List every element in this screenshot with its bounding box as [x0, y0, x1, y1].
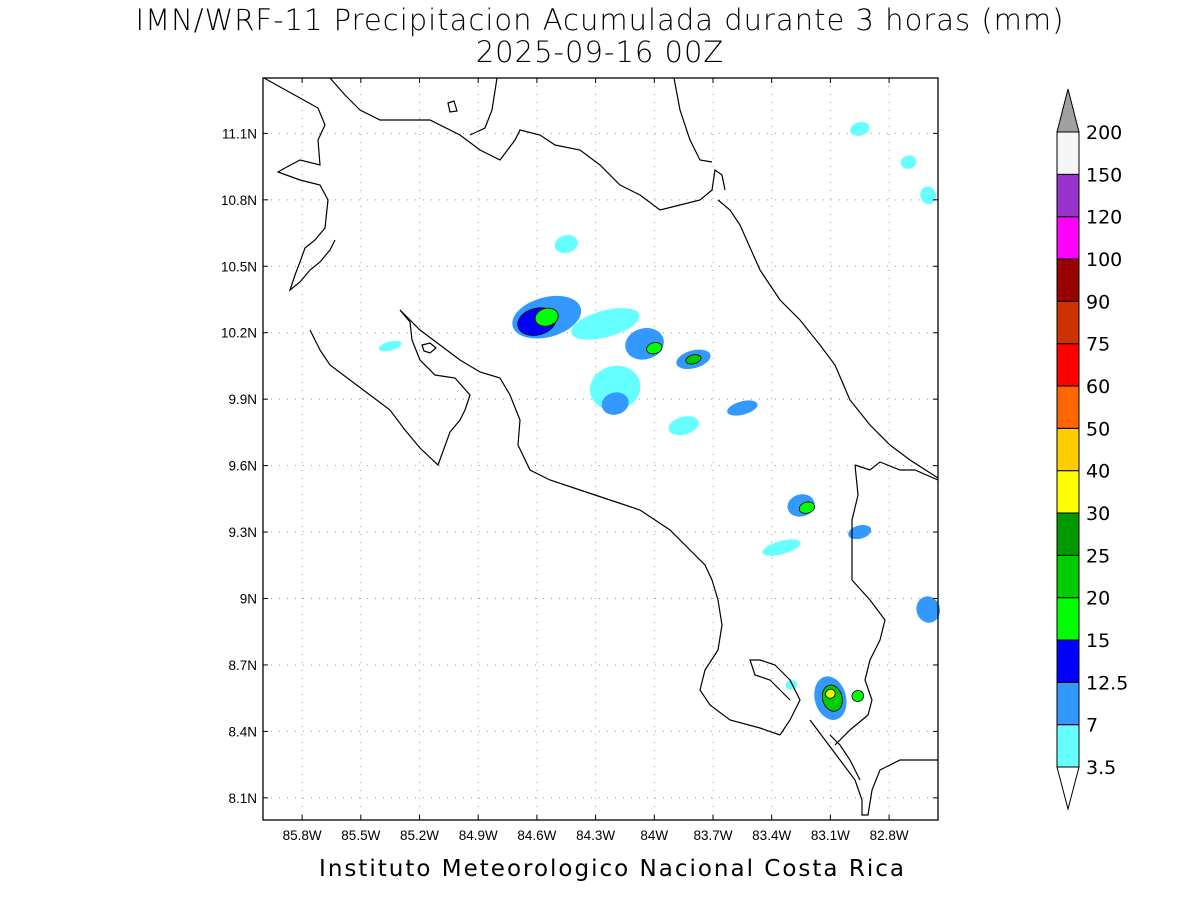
- gulf-of-nicoya-island: [421, 342, 437, 354]
- colorbar-label: 50: [1086, 418, 1110, 440]
- lon-tick-label: 83.4W: [752, 828, 791, 843]
- colorbar-band: [1056, 639, 1080, 683]
- colorbar-label: 12.5: [1086, 672, 1128, 694]
- lon-tick-label: 83.7W: [693, 828, 732, 843]
- pacific-coast-central: [399, 309, 781, 736]
- colorbar-band: [1056, 427, 1080, 472]
- lat-tick-label: 8.7N: [228, 658, 257, 673]
- precip-cell: [601, 392, 629, 415]
- panama-border: [834, 461, 939, 746]
- colorbar-label: 15: [1086, 630, 1110, 652]
- axis-ticks: 85.8W 85.5W 85.2W 84.9W 84.6W 84.3W 84W 83.7W 83…: [221, 78, 938, 843]
- colorbar-label: 200: [1086, 122, 1122, 144]
- nicaragua-border: [329, 77, 726, 211]
- lat-tick-label: 9.9N: [228, 392, 257, 407]
- colorbar-band: [1056, 597, 1080, 641]
- lon-tick-label: 84.6W: [517, 828, 556, 843]
- colorbar-band: [1056, 385, 1080, 429]
- nicoya-peninsula: [309, 309, 471, 467]
- map-gridlines: [263, 78, 938, 820]
- precip-cell: [916, 596, 941, 623]
- lake-nicaragua-coast: [673, 77, 713, 163]
- colorbar-label: 90: [1086, 291, 1110, 313]
- colorbar-label: 3.5: [1086, 757, 1116, 779]
- precip-cell: [850, 122, 870, 136]
- lon-tick-label: 83.1W: [811, 828, 850, 843]
- precip-cell: [851, 690, 865, 702]
- colorbar-label: 25: [1086, 545, 1110, 567]
- small-island: [447, 100, 458, 113]
- lon-tick-label: 84.3W: [576, 828, 615, 843]
- lat-tick-label: 9N: [240, 592, 257, 607]
- colorbar-label: 7: [1086, 715, 1098, 737]
- colorbar-band: [1056, 681, 1080, 726]
- colorbar-label: 150: [1086, 164, 1122, 186]
- lat-tick-label: 9.3N: [228, 525, 257, 540]
- footer-credit: Instituto Meteorologico Nacional Costa R…: [319, 856, 906, 882]
- colorbar-label: 75: [1086, 334, 1110, 356]
- lat-tick-label: 8.1N: [228, 791, 257, 806]
- lon-tick-label: 85.5W: [341, 828, 380, 843]
- precip-cell: [646, 342, 663, 355]
- precip-cell: [727, 400, 758, 416]
- colorbar-band: [1056, 131, 1080, 175]
- colorbar-band: [1056, 343, 1080, 387]
- colorbar-band: [1056, 216, 1080, 260]
- colorbar-label: 120: [1086, 207, 1122, 229]
- chart-subtitle-date: 2025-09-16 00Z: [475, 35, 725, 69]
- lat-tick-label: 8.4N: [228, 724, 257, 739]
- caribbean-coast: [717, 199, 939, 479]
- lat-tick-label: 10.8N: [221, 193, 257, 208]
- colorbar-label: 60: [1086, 376, 1110, 398]
- colorbar-band: [1056, 173, 1080, 218]
- precipitation-field: [378, 122, 941, 720]
- osa-peninsula: [749, 659, 801, 736]
- precip-cell: [900, 155, 917, 169]
- panama-coast-lower: [829, 734, 861, 781]
- chart-title: IMN/WRF-11 Precipitacion Acumulada duran…: [135, 3, 1065, 37]
- lon-tick-label: 85.2W: [400, 828, 439, 843]
- colorbar-band: [1056, 300, 1080, 345]
- country-boundaries: [263, 77, 939, 816]
- lat-tick-label: 10.5N: [221, 259, 257, 274]
- colorbar-label: 30: [1086, 503, 1110, 525]
- precip-cell: [571, 308, 640, 340]
- colorbar-label: 20: [1086, 588, 1110, 610]
- precip-cell: [378, 340, 402, 352]
- nicaragua-east-coast: [469, 77, 498, 136]
- precip-cell: [825, 688, 836, 699]
- colorbar-band: [1056, 724, 1080, 768]
- colorbar-band: [1056, 512, 1080, 556]
- colorbar-min-arrow: [1056, 766, 1080, 811]
- lon-tick-label: 82.8W: [870, 828, 909, 843]
- colorbar-label: 40: [1086, 461, 1110, 483]
- precip-cell: [848, 524, 872, 540]
- colorbar-max-arrow: [1056, 88, 1080, 133]
- lat-tick-label: 9.6N: [228, 459, 257, 474]
- lon-tick-label: 84W: [640, 828, 668, 843]
- precip-cell: [920, 186, 937, 205]
- lat-tick-label: 11.1N: [222, 126, 257, 141]
- colorbar: 3.5 7 12.5 15 20 25 30 40 50 60 75 90 100 120 150 200: [1056, 88, 1128, 811]
- colorbar-band: [1056, 258, 1080, 302]
- colorbar-label: 100: [1086, 249, 1122, 271]
- precip-cell: [534, 307, 559, 327]
- golfo-dulce-coast: [809, 719, 938, 816]
- lon-tick-label: 85.8W: [283, 828, 322, 843]
- precip-cell: [762, 539, 801, 556]
- precip-cell: [785, 680, 798, 690]
- precip-cell: [685, 354, 702, 365]
- precip-cell: [554, 235, 578, 254]
- nicaragua-coastline: [263, 77, 336, 292]
- lon-tick-label: 84.9W: [459, 828, 498, 843]
- lat-tick-label: 10.2N: [221, 326, 257, 341]
- colorbar-band: [1056, 554, 1080, 599]
- colorbar-band: [1056, 470, 1080, 514]
- map-frame: [262, 77, 939, 821]
- precip-cell: [668, 416, 699, 436]
- precip-cell: [798, 501, 816, 514]
